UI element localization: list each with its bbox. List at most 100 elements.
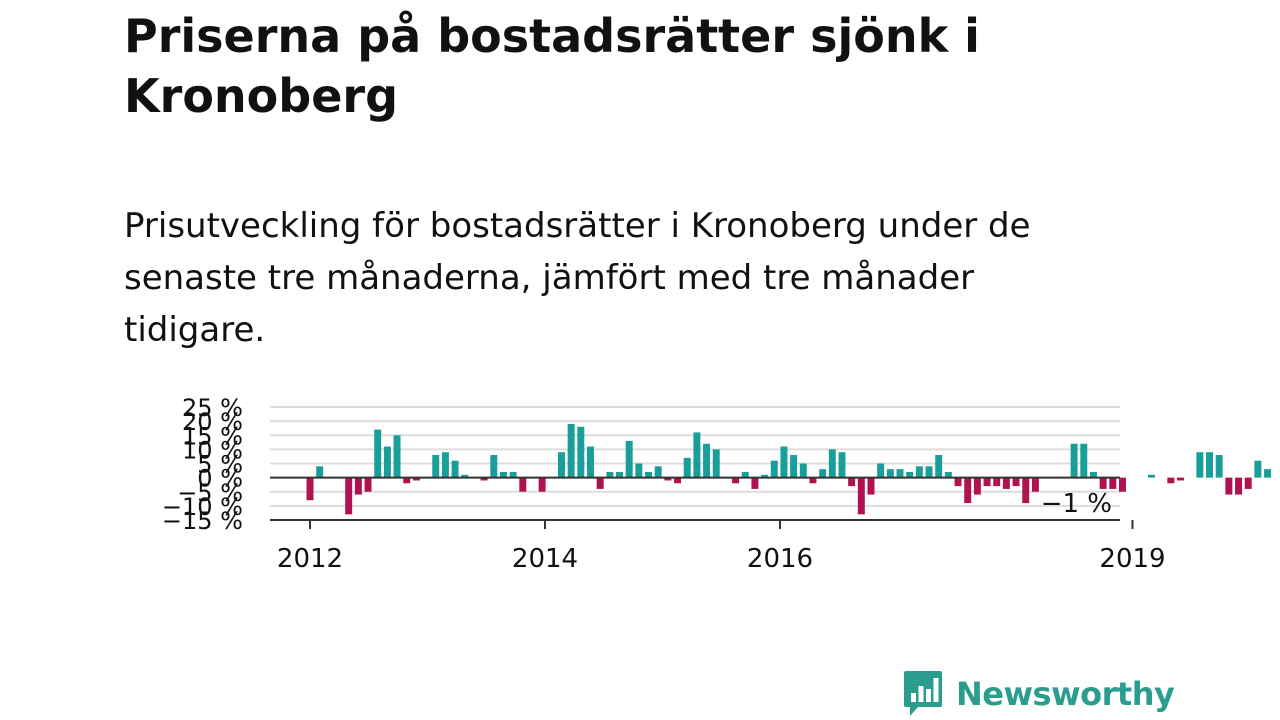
bar bbox=[577, 426, 585, 478]
bar bbox=[1177, 477, 1184, 481]
bar bbox=[519, 477, 527, 492]
bar bbox=[732, 477, 740, 484]
bar bbox=[770, 460, 778, 478]
bar bbox=[703, 443, 711, 478]
bar bbox=[896, 469, 904, 478]
brand-logo: Newsworthy bbox=[902, 668, 1175, 720]
bar bbox=[654, 466, 662, 478]
chart-subtitle: Prisutveckling för bostadsrätter i Krono… bbox=[124, 206, 1031, 350]
bar bbox=[625, 440, 633, 478]
bar bbox=[557, 452, 565, 478]
bar bbox=[1206, 452, 1214, 478]
bar bbox=[306, 477, 314, 501]
bar bbox=[1109, 477, 1117, 489]
bar bbox=[383, 446, 391, 478]
bar bbox=[1235, 477, 1243, 495]
bar bbox=[790, 455, 798, 478]
bar bbox=[606, 471, 614, 478]
bar-series bbox=[306, 423, 1272, 515]
bar bbox=[906, 471, 914, 478]
bar bbox=[1254, 460, 1262, 478]
bar bbox=[935, 455, 943, 478]
bar bbox=[1080, 443, 1088, 478]
bar bbox=[1215, 455, 1223, 478]
bar bbox=[538, 477, 546, 492]
y-tick-label: 10 % bbox=[182, 436, 243, 464]
y-tick-label: 5 % bbox=[197, 451, 243, 479]
bar bbox=[451, 460, 459, 478]
bar bbox=[867, 477, 875, 495]
bar bbox=[741, 471, 749, 478]
y-axis-ticks: 25 %20 %15 %10 %5 %0 %−5 %−10 %−15 % bbox=[162, 394, 243, 535]
bar bbox=[780, 446, 788, 478]
bar bbox=[993, 477, 1001, 487]
bar bbox=[944, 471, 952, 478]
bar bbox=[857, 477, 865, 515]
bar bbox=[809, 477, 817, 484]
bar bbox=[1264, 469, 1272, 478]
bar bbox=[567, 423, 575, 478]
bar bbox=[1070, 443, 1078, 478]
bar bbox=[712, 449, 720, 478]
bar bbox=[1099, 477, 1107, 489]
bar bbox=[983, 477, 991, 487]
x-tick-label: 2014 bbox=[512, 544, 578, 574]
bar bbox=[499, 471, 507, 478]
bar bbox=[509, 471, 517, 478]
bar bbox=[432, 455, 440, 478]
bar bbox=[1225, 477, 1233, 495]
bar bbox=[441, 452, 449, 478]
bar bbox=[1012, 477, 1020, 487]
bar bbox=[393, 435, 401, 478]
x-tick-label: 2012 bbox=[277, 544, 343, 574]
bar bbox=[1167, 477, 1175, 484]
bar bbox=[693, 432, 701, 478]
bar bbox=[1022, 477, 1030, 504]
bar bbox=[683, 457, 691, 478]
y-tick-label: −10 % bbox=[162, 493, 243, 521]
bar bbox=[412, 477, 420, 481]
x-tick-label: 2016 bbox=[747, 544, 813, 574]
x-axis-ticks: 2012201420162019202120232025 bbox=[277, 520, 1166, 574]
bar bbox=[316, 466, 324, 478]
bar bbox=[751, 477, 759, 489]
bar bbox=[664, 477, 672, 481]
bar bbox=[877, 463, 885, 478]
bar bbox=[1196, 452, 1204, 478]
bar bbox=[925, 466, 933, 478]
bar bbox=[1031, 477, 1039, 492]
bar bbox=[635, 463, 643, 478]
bar bbox=[915, 466, 923, 478]
bar bbox=[345, 477, 353, 515]
bar bbox=[799, 463, 807, 478]
chart-title: Priserna på bostadsrätter sjönk i Kronob… bbox=[124, 9, 980, 123]
bar bbox=[1002, 477, 1010, 489]
bar bbox=[596, 477, 604, 489]
bar bbox=[1089, 471, 1097, 478]
y-tick-label: −5 % bbox=[177, 479, 243, 507]
bar bbox=[973, 477, 981, 495]
bar bbox=[819, 469, 827, 478]
bar bbox=[886, 469, 894, 478]
bar bbox=[1118, 477, 1126, 492]
bar bbox=[616, 471, 623, 478]
bar bbox=[354, 477, 362, 495]
bar bbox=[1148, 474, 1155, 478]
bar bbox=[645, 471, 653, 478]
bar bbox=[838, 452, 846, 478]
y-tick-label: 25 % bbox=[182, 394, 243, 422]
bar bbox=[364, 477, 372, 492]
bar bbox=[761, 474, 769, 478]
y-tick-label: 0 % bbox=[197, 465, 243, 493]
bar bbox=[964, 477, 972, 504]
bar-chart-speech-bubble-icon bbox=[904, 671, 942, 716]
bar bbox=[374, 429, 382, 478]
y-tick-label: 20 % bbox=[182, 408, 243, 436]
bar bbox=[1244, 477, 1252, 489]
bar bbox=[480, 477, 488, 481]
bar bbox=[461, 474, 469, 478]
x-tick-label: 2019 bbox=[1099, 544, 1165, 574]
bar bbox=[490, 455, 498, 478]
axes bbox=[270, 476, 1120, 521]
